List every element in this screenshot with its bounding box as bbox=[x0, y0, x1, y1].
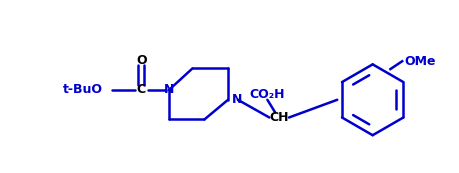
Text: CH: CH bbox=[269, 111, 289, 124]
Text: t-BuO: t-BuO bbox=[62, 83, 102, 96]
Text: N: N bbox=[232, 93, 242, 106]
Text: O: O bbox=[136, 54, 147, 67]
Text: C: C bbox=[137, 83, 146, 96]
Text: OMe: OMe bbox=[404, 55, 436, 68]
Text: N: N bbox=[164, 83, 174, 96]
Text: CO₂H: CO₂H bbox=[250, 88, 285, 101]
